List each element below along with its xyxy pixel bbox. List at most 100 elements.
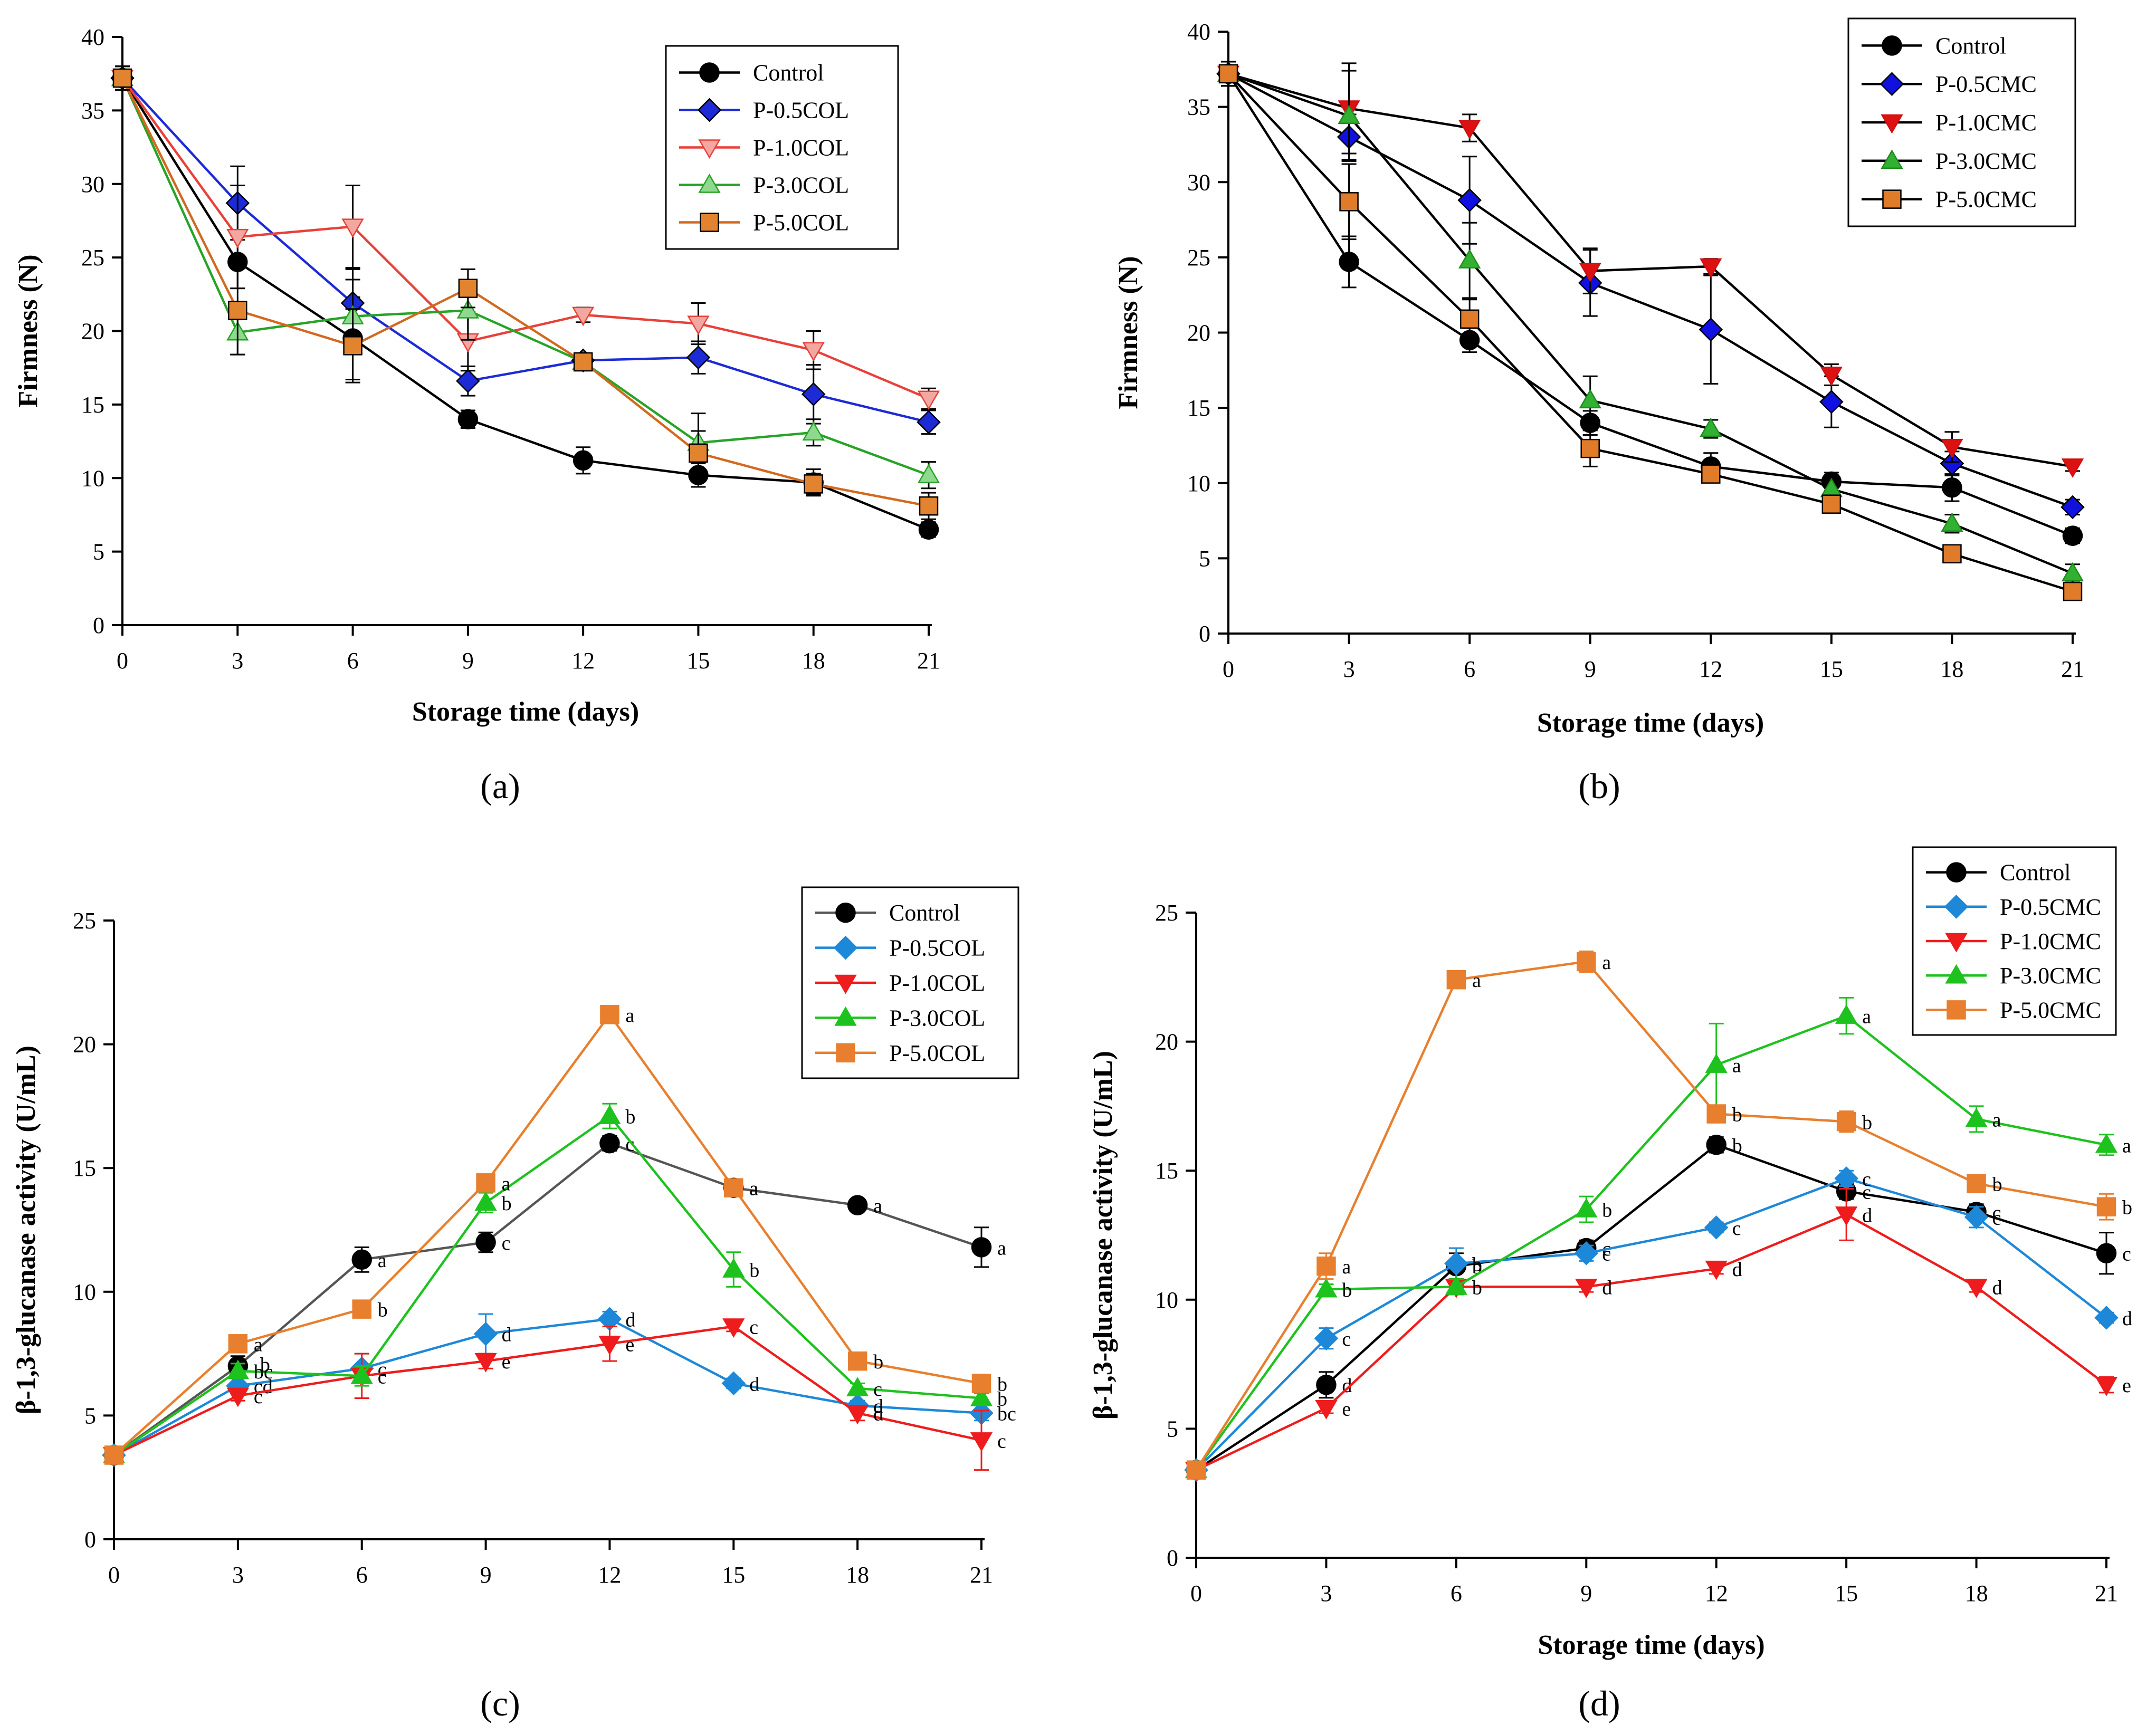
series-p-5-0col-square-marker (573, 352, 593, 372)
series-p-5-0col-square-marker (689, 443, 708, 463)
series-p-5-0cmc-square-marker (1580, 438, 1600, 458)
series-p-5-0col-significance-letter: a (625, 1004, 634, 1027)
legend-p-0-5col-diamond-marker (697, 98, 722, 122)
legend-control-circle-marker (835, 902, 856, 923)
series-control-line (1195, 1143, 2107, 1471)
series-control-significance-letter: a (873, 1195, 882, 1218)
series-p-1-0col-significance-letter: e (502, 1351, 511, 1373)
series-p-5-0cmc-square-marker (1459, 309, 1480, 329)
series-p-3-0col-triangle-up-marker (456, 299, 480, 319)
series-p-1-0cmc-triangle-down-marker (1820, 367, 1843, 386)
series-p-0-5cmc-significance-letter: d (2122, 1308, 2132, 1330)
series-p-5-0cmc-significance-letter: b (1992, 1174, 2002, 1196)
series-p-1-0col-line (121, 77, 929, 400)
series-p-1-0cmc-significance-letter: e (1342, 1398, 1351, 1420)
y-tick-label: 40 (1187, 19, 1210, 45)
series-p-5-0cmc-square-marker (1821, 494, 1842, 514)
legend-control-label: Control (753, 60, 824, 86)
series-control-circle-marker (847, 1195, 868, 1215)
x-tick-label: 6 (1451, 1580, 1462, 1606)
series-p-3-0cmc-triangle-up-marker (1835, 1004, 1858, 1024)
series-p-0-5col-diamond-marker (456, 369, 480, 394)
series-p-0-5col-line (113, 1318, 982, 1456)
series-control-circle-marker (1316, 1374, 1337, 1395)
legend-p-3-0col-label: P-3.0COL (889, 1005, 985, 1031)
series-control-circle-marker (457, 409, 479, 429)
series-p-3-0cmc-line (1195, 1014, 2107, 1471)
y-tick-label: 0 (93, 612, 104, 638)
series-control-circle-marker (1339, 252, 1359, 272)
chart-b-firmness-cmc: 0 3 6 9 12 15 18 21 0 5 10 15 20 25 30 35 40 Storage time… (1113, 17, 2085, 738)
series-p-5-0cmc-line (1227, 73, 2073, 593)
legend-p-3-0cmc-label: P-3.0CMC (2000, 963, 2101, 989)
y-tick-label: 0 (1167, 1545, 1178, 1571)
legend-p-5-0cmc-label: P-5.0CMC (2000, 997, 2101, 1023)
legend-p-1-0col-label: P-1.0COL (753, 135, 849, 161)
series-p-5-0col-square-marker (847, 1351, 867, 1371)
series-p-0-5cmc-diamond-marker (1574, 1241, 1599, 1266)
y-tick-label: 15 (1155, 1158, 1178, 1184)
legend-p-5-0cmc-label: P-5.0CMC (1935, 187, 2037, 213)
series-p-3-0cmc-triangle-up-marker (1338, 104, 1360, 124)
series-p-0-5cmc-line (1195, 1177, 2107, 1471)
y-axis-label: β-1,3-glucanase activity (U/mL) (11, 1046, 41, 1414)
series-control-circle-marker (971, 1237, 992, 1258)
chart-a-firmness-col: 0 3 6 9 12 15 18 21 0 5 10 15 20 25 30 35 40 Storage time… (13, 24, 941, 727)
series-p-1-0cmc-significance-letter: b (1472, 1277, 1482, 1299)
series-control-significance-letter: c (2122, 1243, 2131, 1266)
y-tick-label: 10 (1155, 1287, 1178, 1313)
legend-p-3-0cmc-triangle-up-marker (1945, 964, 1968, 984)
legend-p-5-0col-square-marker (700, 213, 719, 232)
series-p-5-0cmc-square-marker (1317, 1256, 1336, 1276)
y-tick-label: 20 (1187, 320, 1210, 346)
legend-p-3-0cmc-label: P-3.0CMC (1935, 148, 2037, 174)
x-tick-label: 18 (802, 648, 825, 674)
series-p-3-0col-triangle-up-marker (350, 1364, 373, 1384)
legend-p-0-5cmc-label: P-0.5CMC (1935, 71, 2037, 97)
series-p-0-5col-significance-letter: bc (997, 1403, 1016, 1425)
series-p-0-5col-significance-letter: d (749, 1373, 759, 1395)
y-tick-label: 25 (81, 245, 104, 271)
x-tick-label: 6 (1464, 656, 1475, 682)
series-p-3-0cmc-triangle-up-marker (1579, 389, 1601, 409)
y-tick-label: 25 (73, 908, 96, 934)
series-p-5-0col-square-marker (228, 301, 247, 320)
series-p-3-0cmc-triangle-up-marker (1575, 1198, 1598, 1218)
y-tick-label: 35 (1187, 94, 1210, 120)
series-p-1-0cmc-triangle-down-marker (1835, 1206, 1858, 1226)
series-p-5-0cmc-square-marker (1339, 192, 1359, 212)
series-p-1-0cmc-significance-letter: d (1992, 1277, 2002, 1299)
y-tick-label: 20 (81, 319, 104, 344)
legend-control-label: Control (889, 900, 960, 926)
series-p-5-0col (112, 65, 939, 520)
x-tick-label: 6 (356, 1562, 368, 1588)
series-p-5-0cmc-square-marker (1577, 952, 1596, 972)
series-p-3-0cmc-triangle-up-marker (2061, 562, 2084, 582)
series-p-5-0cmc-significance-letter: a (1472, 970, 1481, 992)
series-control-circle-marker (573, 450, 594, 471)
y-tick-label: 5 (84, 1403, 96, 1429)
series-p-0-5col-diamond-marker (721, 1371, 746, 1396)
x-tick-label: 18 (1940, 656, 1963, 682)
x-tick-label: 18 (1965, 1580, 1988, 1606)
series-p-1-0cmc-triangle-down-marker (1700, 258, 1722, 278)
series-p-0-5cmc-diamond-marker (2060, 495, 2085, 520)
series-control-significance-letter: a (749, 1178, 758, 1200)
panel-label-d: (d) (1578, 1683, 1620, 1723)
series-p-3-0col-significance-letter: c (873, 1378, 882, 1401)
y-tick-label: 20 (73, 1032, 96, 1058)
series-p-5-0cmc-square-marker (2096, 1197, 2116, 1216)
series-control-significance-letter: c (1862, 1181, 1871, 1203)
series-p-3-0col-line (113, 1114, 982, 1456)
series-p-1-0cmc-triangle-down-marker (1941, 439, 1963, 458)
y-tick-label: 10 (73, 1279, 96, 1305)
series-p-3-0col-triangle-up-marker (722, 1258, 745, 1278)
series-p-5-0col-line (113, 1012, 982, 1456)
series-p-0-5col-line (121, 77, 929, 424)
x-axis-label: Storage time (days) (1537, 708, 1764, 738)
series-p-3-0cmc-significance-letter: a (2122, 1135, 2131, 1157)
series-p-1-0col-triangle-down-marker (341, 218, 364, 238)
series-p-1-0cmc-triangle-down-marker (1315, 1400, 1338, 1420)
